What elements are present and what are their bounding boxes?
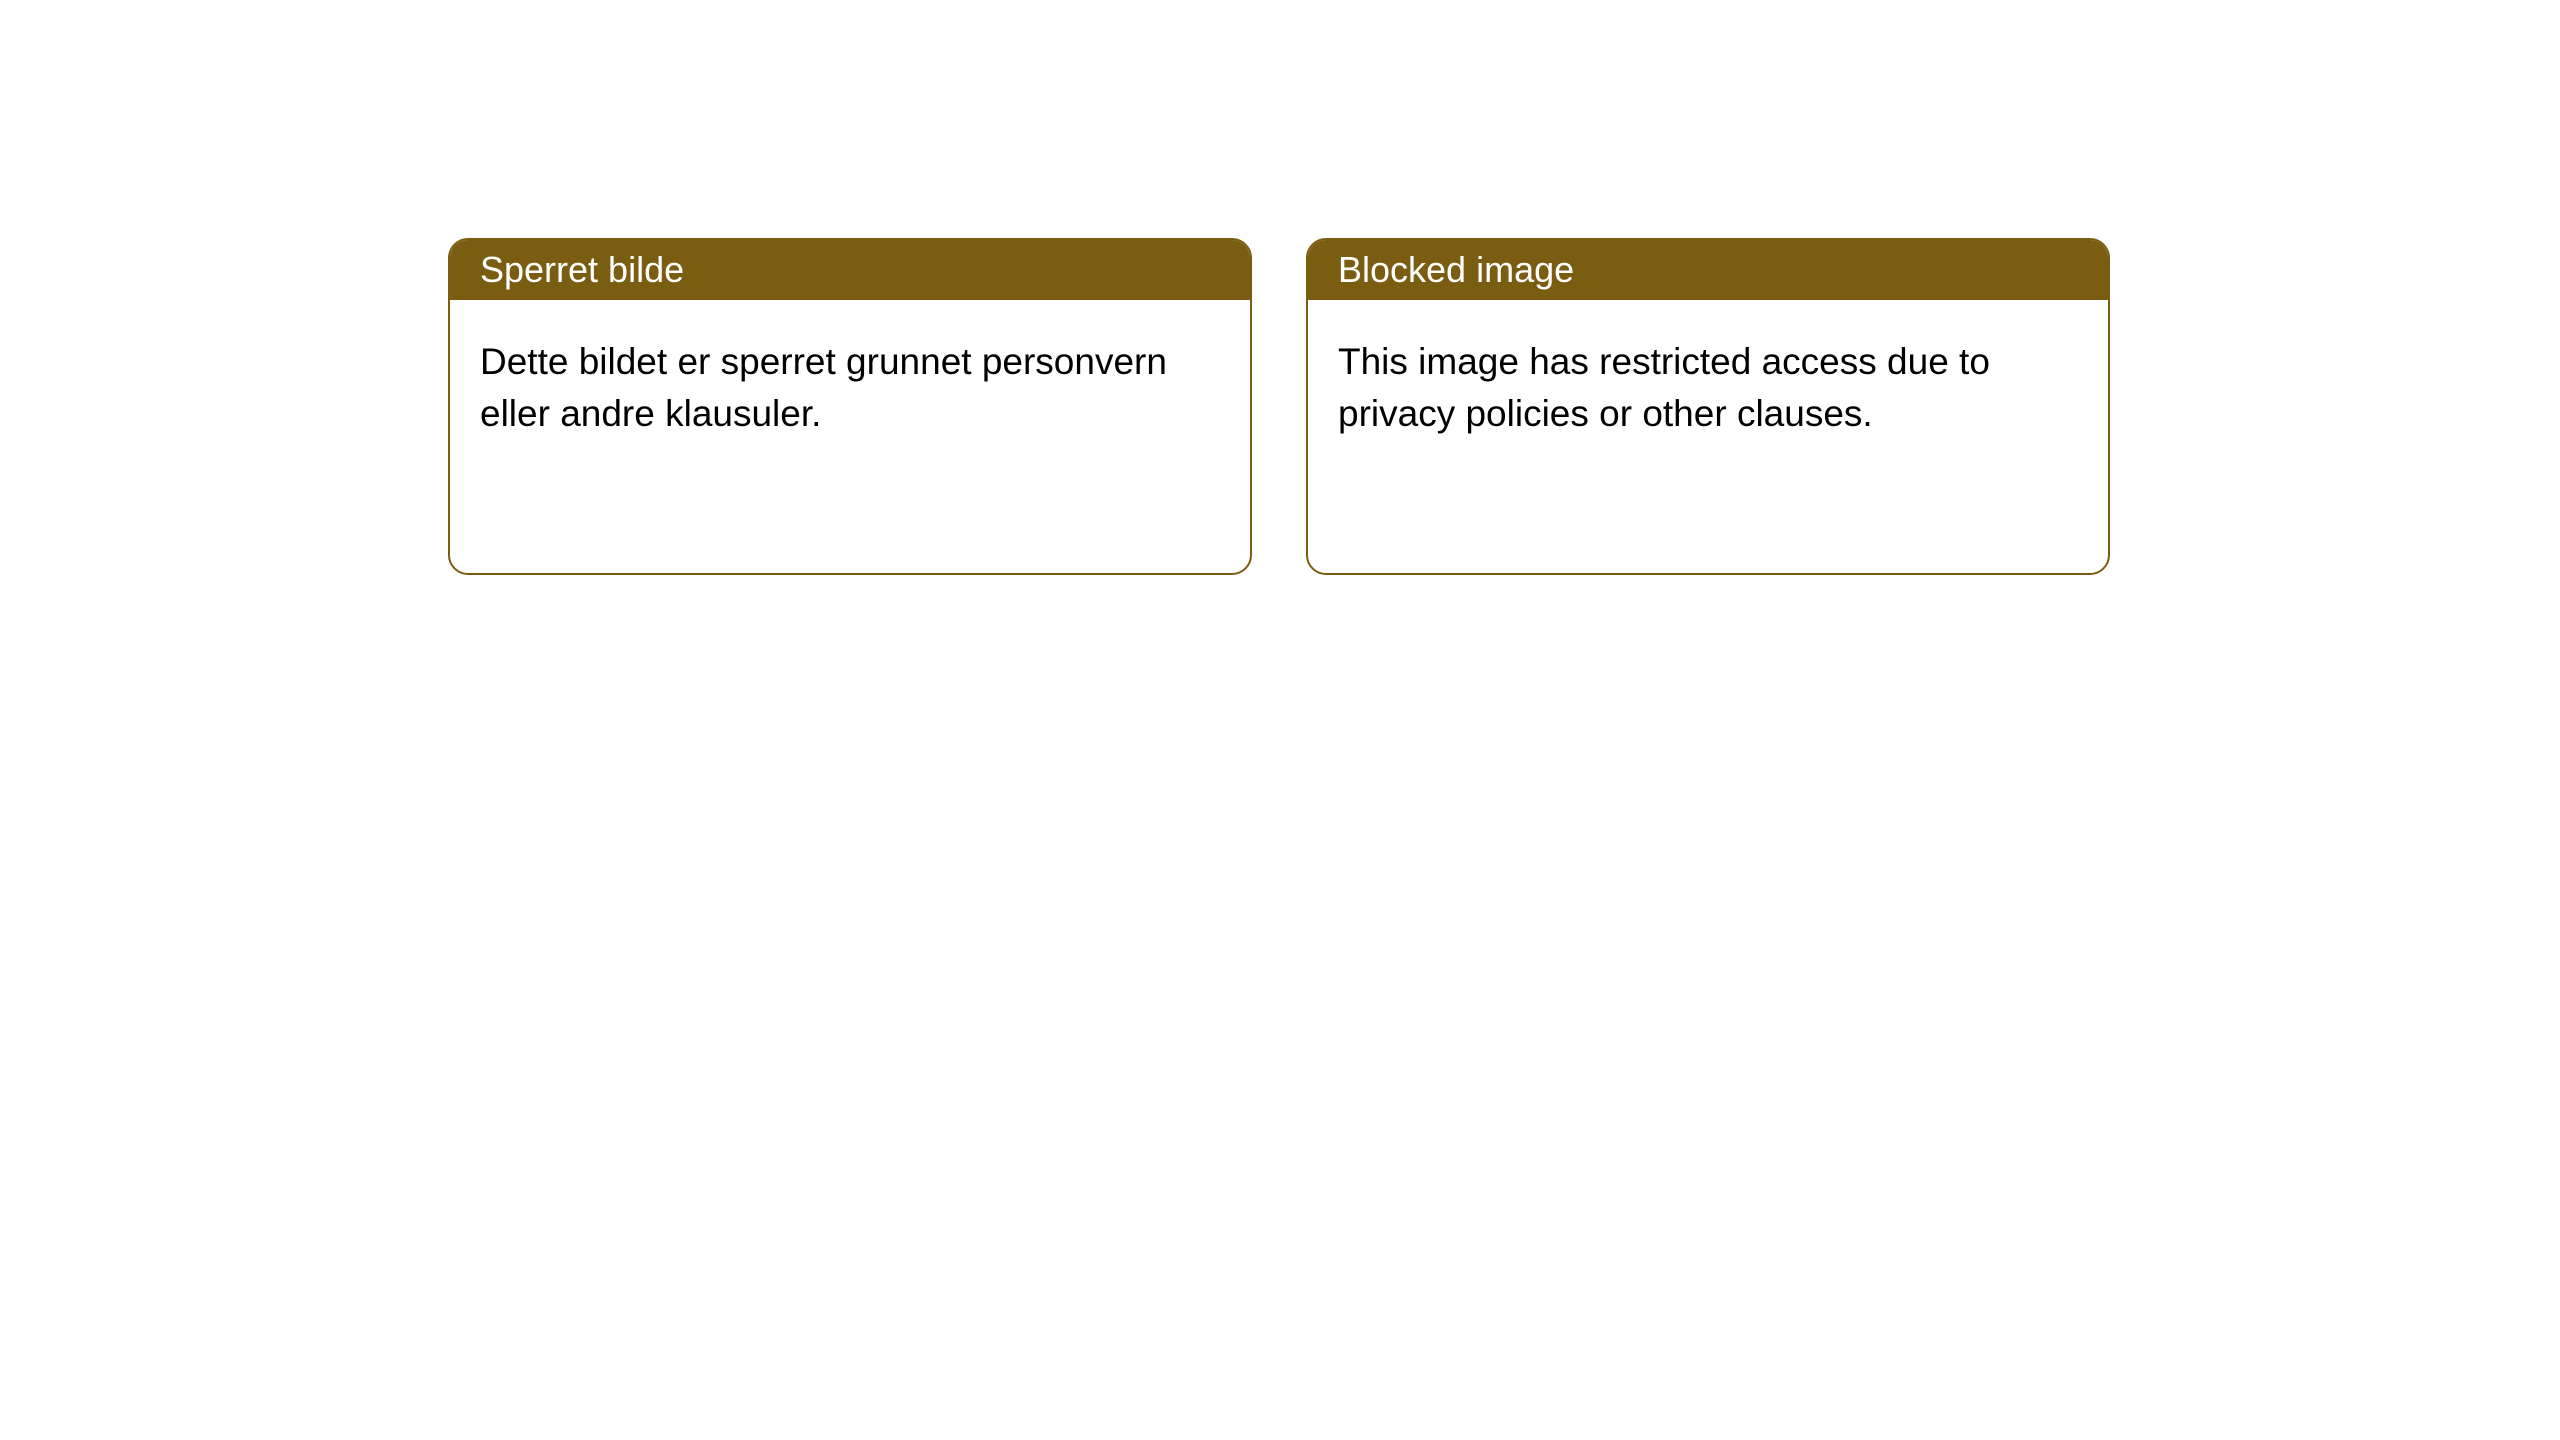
notice-card-body: Dette bildet er sperret grunnet personve… xyxy=(450,300,1250,476)
notice-card-header: Sperret bilde xyxy=(450,240,1250,300)
notice-card-title: Blocked image xyxy=(1338,249,1574,291)
notice-cards-container: Sperret bilde Dette bildet er sperret gr… xyxy=(448,238,2110,575)
notice-card-norwegian: Sperret bilde Dette bildet er sperret gr… xyxy=(448,238,1252,575)
notice-card-title: Sperret bilde xyxy=(480,249,684,291)
notice-card-body: This image has restricted access due to … xyxy=(1308,300,2108,476)
notice-card-english: Blocked image This image has restricted … xyxy=(1306,238,2110,575)
notice-card-text: Dette bildet er sperret grunnet personve… xyxy=(480,336,1220,440)
notice-card-text: This image has restricted access due to … xyxy=(1338,336,2078,440)
notice-card-header: Blocked image xyxy=(1308,240,2108,300)
